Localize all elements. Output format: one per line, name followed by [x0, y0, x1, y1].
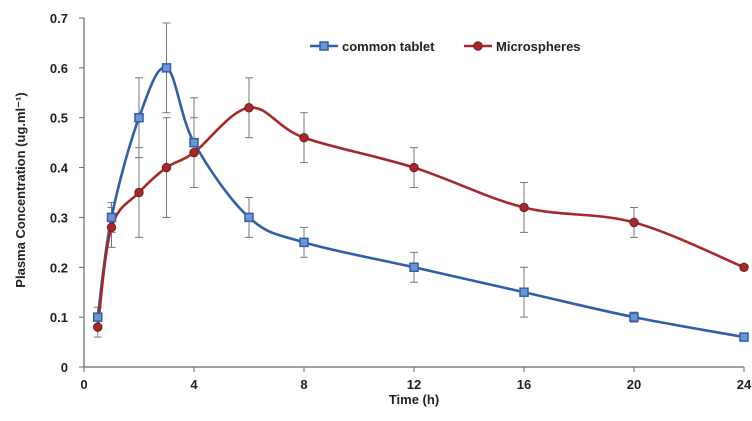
microspheres-point	[244, 103, 254, 113]
axes	[83, 18, 744, 368]
common-tablet-point	[134, 112, 144, 123]
microspheres-point	[409, 162, 419, 173]
y-axis-title: Plasma Concentration (ug.ml⁻¹)	[13, 92, 28, 287]
markers	[93, 63, 749, 342]
y-ticks: 0 0.1 0.2 0.3 0.4 0.5 0.6 0.7	[50, 11, 84, 375]
microspheres-point	[629, 217, 639, 228]
microspheres-point	[739, 262, 749, 272]
common-tablet-point	[519, 287, 529, 297]
x-tick-label: 4	[190, 377, 198, 392]
x-axis-title: Time (h)	[389, 392, 439, 407]
common-tablet-point	[629, 312, 639, 322]
y-tick-label: 0.1	[50, 310, 68, 325]
common-tablet-point	[409, 262, 419, 273]
common-tablet-point	[299, 237, 309, 248]
common-tablet-point	[93, 312, 103, 322]
common-tablet-point	[244, 212, 254, 223]
microspheres-point	[299, 132, 309, 143]
y-tick-label: 0.5	[50, 111, 68, 126]
y-tick-label: 0	[61, 360, 68, 375]
error-bars	[93, 22, 748, 341]
legend: common tablet Microspheres	[310, 39, 581, 54]
microspheres-point	[519, 202, 529, 213]
microspheres-point	[189, 147, 199, 158]
common-tablet-point	[189, 137, 199, 148]
common-tablet-legend-label: common tablet	[342, 39, 435, 54]
microspheres-point	[161, 162, 172, 173]
x-tick-label: 24	[737, 377, 752, 392]
x-tick-label: 16	[517, 377, 531, 392]
y-tick-label: 0.4	[50, 161, 69, 176]
microspheres-point	[134, 187, 144, 198]
microspheres-line	[96, 106, 745, 328]
microspheres-point	[106, 222, 117, 233]
microspheres-legend-marker	[473, 41, 483, 51]
x-tick-label: 8	[300, 377, 307, 392]
microspheres-legend-label: Microspheres	[496, 39, 581, 54]
common-tablet-point	[739, 332, 749, 342]
common-tablet-line	[96, 66, 745, 339]
common-tablet-point	[106, 212, 117, 223]
series-lines	[96, 66, 745, 339]
microspheres-point	[93, 322, 103, 332]
common-tablet-point	[161, 63, 172, 73]
common-tablet-legend-marker	[319, 41, 329, 51]
x-tick-label: 0	[80, 377, 87, 392]
y-tick-label: 0.3	[50, 210, 68, 225]
x-tick-label: 12	[407, 377, 421, 392]
x-ticks: 0 4 8 12 16 20 24	[80, 367, 752, 392]
y-tick-label: 0.6	[50, 61, 68, 76]
y-tick-label: 0.7	[50, 11, 68, 26]
x-tick-label: 20	[627, 377, 641, 392]
y-tick-label: 0.2	[50, 260, 68, 275]
